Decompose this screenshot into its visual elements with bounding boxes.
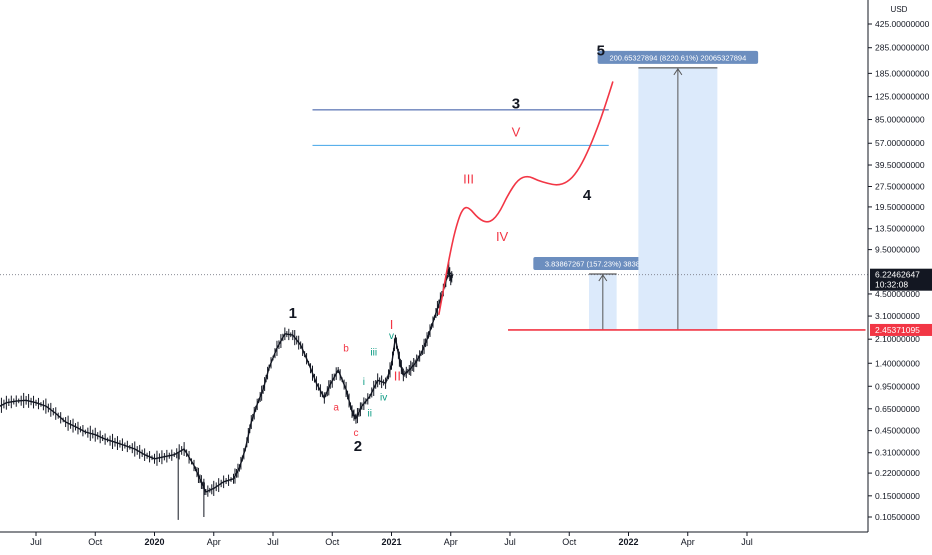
x-tick-label: 2020 (144, 537, 164, 547)
x-tick-label: Jul (504, 537, 516, 547)
x-tick-label: Jul (741, 537, 753, 547)
x-tick-label: Oct (88, 537, 103, 547)
price-tag-value: 2.45371095 (875, 325, 920, 335)
wave-label: I (390, 317, 394, 332)
y-tick-label: 27.50000000 (875, 182, 925, 192)
wave-label: II (394, 368, 401, 383)
y-tick-label: 3.10000000 (875, 311, 920, 321)
x-tick-label: Oct (562, 537, 577, 547)
wave-label: b (343, 344, 349, 355)
wave-label: ii (368, 409, 372, 420)
y-tick-label: 57.00000000 (875, 138, 925, 148)
y-tick-label: 0.22000000 (875, 468, 920, 478)
y-tick-label: 13.50000000 (875, 224, 925, 234)
wave-label: IV (496, 229, 509, 244)
x-tick-label: Apr (207, 537, 221, 547)
y-tick-label: 0.95000000 (875, 381, 920, 391)
wave-label: i (363, 377, 365, 388)
y-tick-label: 425.00000000 (875, 19, 930, 29)
y-tick-label: 285.00000000 (875, 43, 930, 53)
y-tick-label: 85.00000000 (875, 115, 925, 125)
x-tick-label: Apr (681, 537, 695, 547)
x-tick-label: Apr (444, 537, 458, 547)
wave-label: 2 (354, 438, 362, 455)
y-tick-label: 39.50000000 (875, 160, 925, 170)
measure-label: 200.65327894 (8220.61%) 20065327894 (609, 53, 746, 62)
wave-label: V (512, 124, 521, 139)
wave-label: a (333, 403, 339, 414)
x-tick-label: Jul (30, 537, 42, 547)
wave-label: c (353, 428, 358, 439)
wave-label: 5 (597, 42, 605, 59)
x-tick-label: Oct (325, 537, 340, 547)
price-tag-value: 6.22462647 (875, 270, 920, 280)
y-tick-label: 19.50000000 (875, 202, 925, 212)
wave-label: 4 (583, 187, 592, 204)
wave-label: iii (370, 347, 377, 358)
wave-label: 1 (289, 305, 297, 322)
wave-label: iv (380, 392, 387, 403)
price-tag-countdown: 10:32:08 (875, 280, 908, 290)
x-tick-label: 2022 (618, 537, 638, 547)
wave-label: v (389, 331, 394, 342)
y-tick-label: 0.10500000 (875, 512, 920, 522)
x-tick-label: 2021 (381, 537, 401, 547)
y-tick-label: 0.65000000 (875, 404, 920, 414)
x-tick-label: Jul (267, 537, 279, 547)
currency-label: USD (891, 5, 908, 14)
y-tick-label: 185.00000000 (875, 68, 930, 78)
y-tick-label: 125.00000000 (875, 92, 930, 102)
y-tick-label: 0.31000000 (875, 448, 920, 458)
wave-label: 3 (512, 96, 520, 113)
y-tick-label: 9.50000000 (875, 245, 920, 255)
y-tick-label: 1.40000000 (875, 358, 920, 368)
y-tick-label: 0.45000000 (875, 426, 920, 436)
y-tick-label: 0.15000000 (875, 491, 920, 501)
wave-label: III (463, 171, 474, 186)
